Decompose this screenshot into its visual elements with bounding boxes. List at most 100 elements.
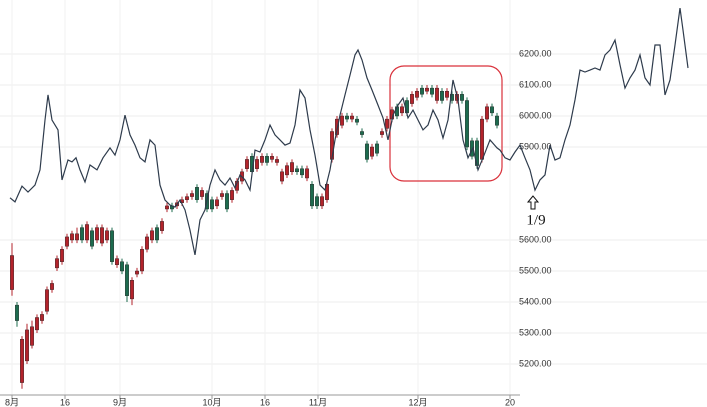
candle-body <box>115 258 119 266</box>
candle-body <box>225 193 229 210</box>
y-tick-label: 5200.00 <box>519 358 552 368</box>
arrow <box>526 195 540 210</box>
candle-body <box>15 304 19 321</box>
candle-body <box>320 196 324 207</box>
candle-body <box>20 339 24 383</box>
candle-body <box>280 171 284 182</box>
candle-body <box>310 183 314 207</box>
candle-body <box>365 143 369 160</box>
candle-body <box>265 156 269 163</box>
y-tick-label: 6000.00 <box>519 110 552 120</box>
candle-body <box>380 131 384 135</box>
candle-body <box>260 156 264 163</box>
candle-body <box>40 314 44 321</box>
candle-body <box>275 159 279 163</box>
candle-body <box>100 227 104 244</box>
x-tick-label: 9月 <box>113 397 127 407</box>
candle-body <box>430 87 434 95</box>
candle-body <box>465 100 469 148</box>
candle-body <box>140 249 144 272</box>
candle-body <box>410 94 414 104</box>
candle-body <box>10 255 14 290</box>
candle-body <box>340 115 344 126</box>
x-tick-label: 12月 <box>408 397 427 407</box>
candle-body <box>35 317 39 331</box>
y-tick-label: 5900.00 <box>519 141 552 151</box>
candle-body <box>215 199 219 207</box>
candle-body <box>435 87 439 101</box>
candle-body <box>385 118 389 129</box>
x-tick-label: 16 <box>60 397 70 407</box>
candle-body <box>130 280 134 300</box>
candle-body <box>400 106 404 114</box>
candle-body <box>440 90 444 101</box>
overlay-line <box>9 8 689 256</box>
candle-body <box>110 230 114 262</box>
candle-body <box>120 261 124 272</box>
candle-body <box>60 249 64 262</box>
candle-body <box>70 233 74 241</box>
candle-body <box>25 329 29 362</box>
x-tick-label: 16 <box>260 397 270 407</box>
candle-body <box>80 227 84 241</box>
x-tick-label: 11月 <box>309 397 327 407</box>
candle-body <box>55 258 59 269</box>
candle-body <box>460 94 464 101</box>
candle-body <box>125 264 129 296</box>
candle-body <box>270 156 274 160</box>
candle-body <box>185 196 189 200</box>
y-tick-label: 5600.00 <box>519 234 552 244</box>
candle-body <box>105 230 109 241</box>
candle-body <box>50 283 54 290</box>
y-tick-label: 5500.00 <box>519 265 552 275</box>
candle-body <box>485 106 489 120</box>
highlight-box <box>389 65 503 182</box>
x-tick-label: 10月 <box>202 397 221 407</box>
candle-body <box>495 115 499 126</box>
candle-body <box>360 131 364 135</box>
candle-body <box>480 118 484 160</box>
candle-body <box>65 236 69 247</box>
candle-body <box>345 115 349 120</box>
candle-body <box>415 90 419 98</box>
candle-body <box>150 230 154 241</box>
candle-body <box>425 87 429 92</box>
candle-body <box>200 190 204 197</box>
candle-body <box>85 224 89 241</box>
candle-body <box>90 230 94 247</box>
candle-body <box>300 168 304 176</box>
candle-body <box>355 118 359 123</box>
candle-body <box>190 193 194 197</box>
x-tick-label: 20 <box>505 397 515 407</box>
candle-body <box>295 168 299 172</box>
candle-body <box>45 289 49 312</box>
candle-body <box>155 227 159 241</box>
candle-body <box>75 233 79 241</box>
candle-body <box>135 270 139 275</box>
y-tick-label: 5300.00 <box>519 327 552 337</box>
candle-body <box>230 190 234 200</box>
candle-body <box>420 87 424 95</box>
candle-body <box>370 146 374 157</box>
candle-body <box>210 199 214 210</box>
candle-body <box>290 162 294 173</box>
candle-body <box>255 159 259 169</box>
y-tick-label: 6100.00 <box>519 79 552 89</box>
candle-body <box>220 193 224 197</box>
candle-body <box>195 187 199 200</box>
candle-body <box>145 236 149 250</box>
candle-body <box>350 115 354 120</box>
candle-body <box>445 90 449 98</box>
candle-body <box>375 143 379 154</box>
candle-body <box>245 159 249 169</box>
candle-body <box>165 205 169 210</box>
annotation: 1/9 <box>526 212 545 228</box>
candle-body <box>30 326 34 346</box>
candle-body <box>285 165 289 176</box>
candle-body <box>315 196 319 207</box>
candle-body <box>335 118 339 135</box>
candle-body <box>95 227 99 241</box>
candle-body <box>305 168 309 179</box>
y-tick-label: 6200.00 <box>519 48 552 58</box>
y-tick-label: 5400.00 <box>519 296 552 306</box>
